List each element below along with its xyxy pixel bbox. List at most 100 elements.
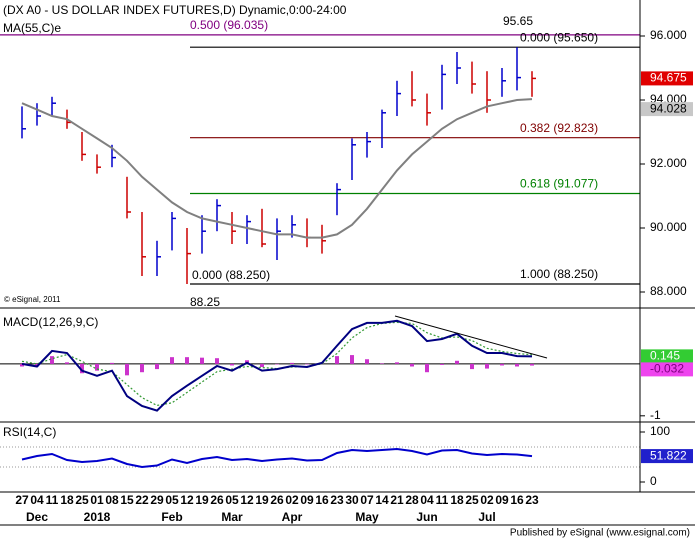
macd-histogram	[515, 363, 519, 367]
fib-level-label: 0.382 (92.823)	[520, 121, 598, 135]
x-tick-label: 29	[150, 493, 164, 507]
x-month-label: May	[355, 510, 379, 524]
macd-histogram	[365, 359, 369, 364]
macd-histogram	[185, 357, 189, 364]
x-tick-label: 22	[135, 493, 149, 507]
rsi-title: RSI(14,C)	[3, 425, 56, 439]
macd-histogram	[20, 363, 24, 367]
x-tick-label: 25	[75, 493, 89, 507]
macd-histogram	[425, 363, 429, 373]
value-box-label: 51.822	[650, 448, 687, 462]
x-tick-label: 26	[210, 493, 224, 507]
x-month-label: Dec	[26, 510, 48, 524]
macd-histogram	[395, 362, 399, 364]
macd-histogram	[95, 363, 99, 371]
value-box	[641, 102, 693, 117]
chart-title: (DX A0 - US DOLLAR INDEX FUTURES,D) Dyna…	[3, 3, 347, 17]
macd-title: MACD(12,26,9,C)	[3, 315, 98, 329]
ma-legend: MA(55,C)e	[3, 21, 61, 35]
x-tick-label: 18	[60, 493, 74, 507]
value-box	[641, 349, 693, 364]
x-tick-label: 09	[300, 493, 314, 507]
x-tick-label: 14	[375, 493, 389, 507]
x-tick-label: 28	[405, 493, 419, 507]
x-month-label: Apr	[282, 510, 303, 524]
footer: Published by eSignal (www.esignal.com)	[510, 528, 690, 539]
macd-histogram	[485, 363, 489, 369]
macd-histogram	[260, 363, 264, 368]
y-tick-label: 92.000	[650, 156, 687, 170]
macd-histogram	[305, 363, 309, 365]
macd-histogram	[80, 363, 84, 374]
x-tick-label: 23	[330, 493, 344, 507]
x-tick-label: 02	[480, 493, 494, 507]
low-annotation: 88.25	[190, 295, 220, 309]
rsi-line	[21, 447, 533, 469]
x-tick-label: 16	[510, 493, 524, 507]
value-box-label: 94.028	[650, 101, 687, 115]
value-box	[641, 362, 693, 377]
macd-histogram	[110, 362, 114, 364]
y-tick-label: 100	[650, 424, 670, 438]
x-month-label: Feb	[161, 510, 182, 524]
x-month-label: Mar	[221, 510, 243, 524]
x-tick-label: 23	[525, 493, 539, 507]
macd-histogram	[170, 357, 174, 364]
fib-level-label: 0.500 (96.035)	[190, 18, 268, 32]
x-tick-label: 04	[30, 493, 44, 507]
x-tick-label: 27	[15, 493, 29, 507]
x-tick-label: 26	[270, 493, 284, 507]
macd-histogram	[230, 363, 234, 366]
macd-histogram	[500, 363, 504, 366]
macd-histogram	[350, 355, 354, 364]
x-tick-label: 08	[105, 493, 119, 507]
x-tick-label: 12	[240, 493, 254, 507]
source-note: © eSignal, 2011	[4, 295, 61, 304]
macd-histogram	[65, 362, 69, 364]
x-tick-label: 07	[360, 493, 374, 507]
value-box	[641, 71, 693, 86]
x-tick-label: 30	[345, 493, 359, 507]
macd-histogram	[530, 363, 534, 366]
value-box-label: 94.675	[650, 71, 687, 85]
value-box	[641, 449, 693, 464]
x-tick-label: 04	[420, 493, 434, 507]
macd-histogram	[380, 363, 384, 364]
macd-histogram	[125, 363, 129, 376]
y-tick-label: -1	[650, 408, 661, 422]
macd-histogram	[290, 362, 294, 364]
macd-histogram	[275, 363, 279, 365]
fib-level-label: 0.000 (95.650)	[520, 30, 598, 44]
x-tick-label: 02	[285, 493, 299, 507]
x-tick-label: 11	[46, 493, 59, 507]
macd-histogram	[335, 356, 339, 364]
x-month-label: Jun	[416, 510, 437, 524]
y-tick-label: 88.000	[650, 284, 687, 298]
macd-histogram	[155, 363, 159, 370]
macd-trendline	[394, 315, 548, 359]
fib-level-label: 1.000 (88.250)	[520, 267, 598, 281]
x-tick-label: 09	[495, 493, 509, 507]
macd-histogram	[470, 363, 474, 370]
y-tick-label: 90.000	[650, 220, 687, 234]
peak-annotation: 95.65	[503, 14, 533, 28]
x-tick-label: 05	[225, 493, 239, 507]
fib-low-label: 0.000 (88.250)	[192, 268, 270, 282]
x-tick-label: 21	[390, 493, 404, 507]
value-box-label: -0.032	[650, 362, 684, 376]
x-tick-label: 15	[120, 493, 134, 507]
y-tick-label: 0	[650, 474, 657, 488]
moving-average	[21, 98, 533, 239]
macd-line	[21, 319, 533, 412]
macd-histogram	[455, 360, 459, 364]
value-box-label: 0.145	[650, 349, 680, 363]
x-tick-label: 19	[195, 493, 209, 507]
macd-histogram	[140, 363, 144, 373]
macd-histogram	[440, 363, 444, 365]
x-month-label: 2018	[84, 510, 111, 524]
x-tick-label: 11	[436, 493, 449, 507]
x-tick-label: 05	[165, 493, 179, 507]
x-tick-label: 18	[450, 493, 464, 507]
